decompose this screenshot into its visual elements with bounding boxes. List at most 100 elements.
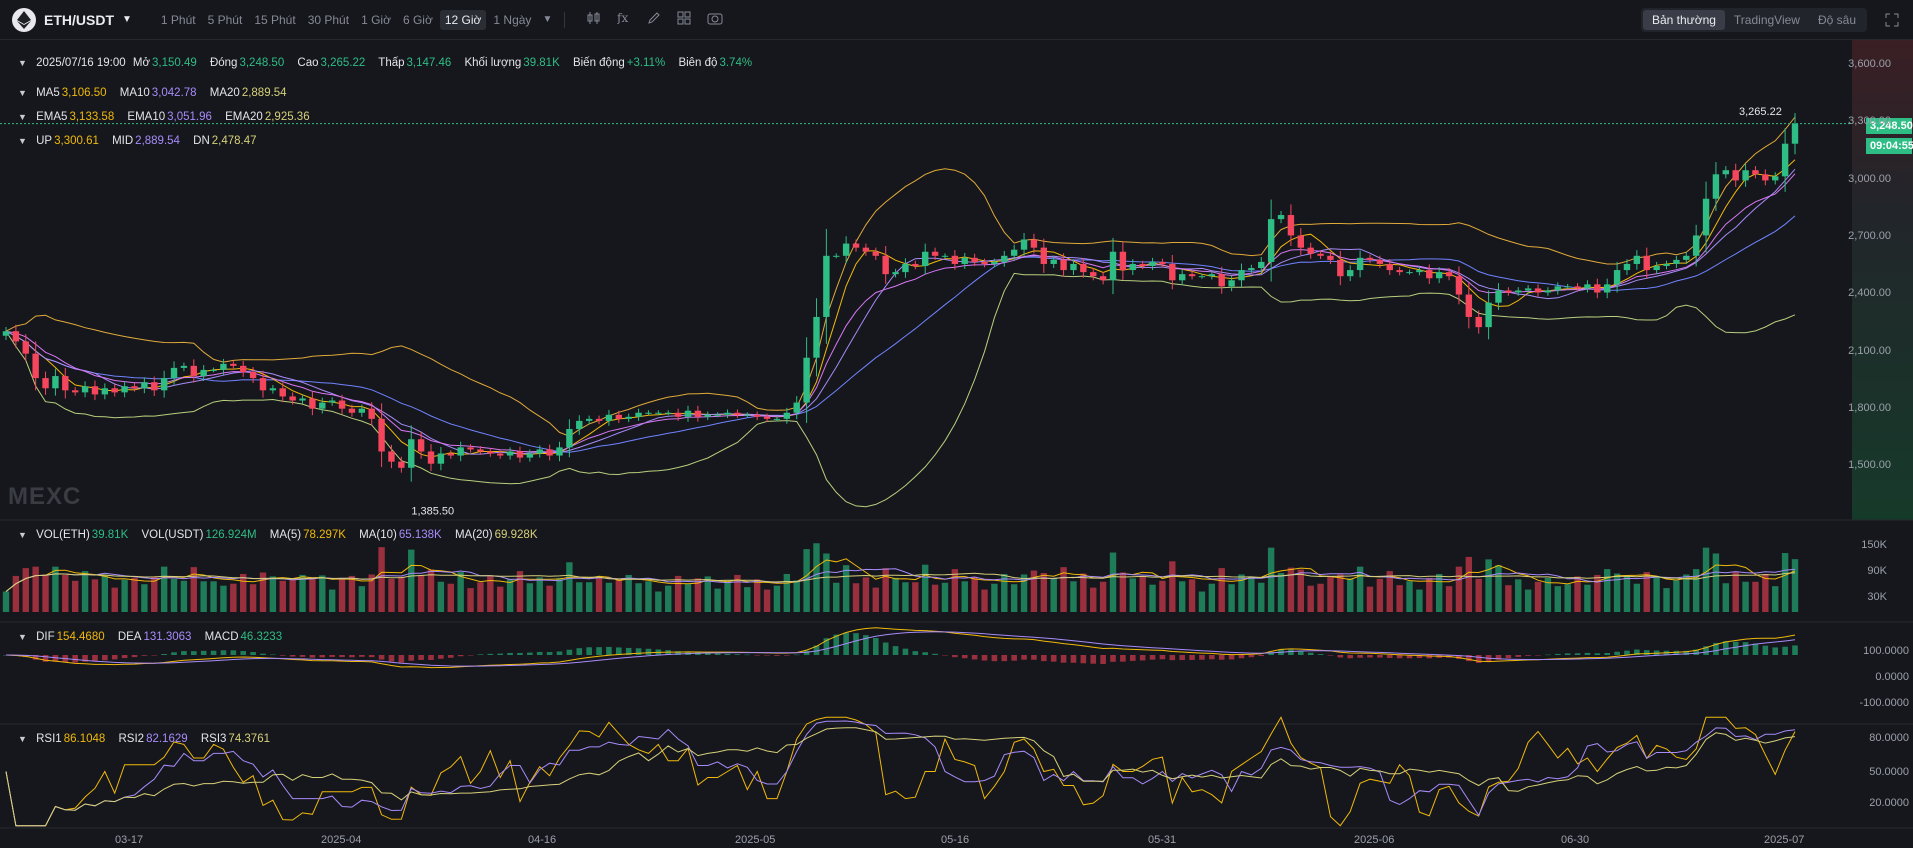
- draw-pencil-icon[interactable]: [647, 11, 661, 28]
- macd-bar: [813, 645, 820, 655]
- candle-body: [170, 367, 178, 379]
- collapse-chevron-icon[interactable]: ▼: [18, 58, 27, 68]
- boll-up-label: UP: [36, 135, 53, 147]
- candle-body: [1099, 276, 1107, 281]
- tab-timeframe-2[interactable]: 15 Phút: [254, 12, 296, 27]
- volume-bar: [477, 582, 484, 612]
- volume-bar: [1129, 578, 1136, 612]
- candle-body: [1752, 170, 1759, 175]
- candle-body: [1485, 302, 1492, 328]
- view-mode-2[interactable]: Độ sâu: [1817, 13, 1856, 27]
- fullscreen-icon[interactable]: [1885, 13, 1899, 30]
- macd-bar: [1327, 655, 1334, 656]
- candle-body: [279, 388, 286, 397]
- macd-bar: [438, 655, 444, 659]
- tab-timeframe-3[interactable]: 30 Phút: [307, 12, 350, 27]
- collapse-chevron-icon[interactable]: ▼: [18, 530, 27, 540]
- macd-bar: [1515, 655, 1522, 657]
- price-axis-label: 3,000.00: [1848, 173, 1891, 185]
- macd-bar: [1713, 642, 1719, 655]
- volume-bar: [388, 578, 395, 612]
- macd-bar: [210, 650, 217, 655]
- candle-body: [724, 412, 731, 415]
- volume-bar: [62, 574, 69, 612]
- vol-info: ▼ VOL(ETH) 39.81K VOL(USDT) 126.924M MA(5)…: [18, 529, 548, 541]
- candle-body: [1129, 263, 1136, 271]
- volume-bar: [506, 578, 514, 612]
- volume-bar: [1692, 569, 1700, 612]
- candle-body: [852, 243, 860, 248]
- view-mode-1[interactable]: TradingView: [1733, 13, 1800, 27]
- time-axis-label: 2025-07: [1764, 834, 1805, 846]
- macd-bar: [793, 654, 800, 656]
- candle-body: [52, 376, 59, 389]
- collapse-chevron-icon[interactable]: ▼: [18, 112, 27, 122]
- time-axis-label: 05-31: [1148, 834, 1177, 846]
- candle-body: [1258, 261, 1265, 269]
- volume-bar: [1702, 547, 1710, 612]
- candle-body: [546, 449, 553, 456]
- pair-selector[interactable]: ETH/USDT: [44, 11, 114, 28]
- candle-body: [131, 386, 138, 389]
- layout-grid-icon[interactable]: [677, 11, 691, 28]
- candle-body: [892, 272, 899, 275]
- candle-body: [734, 412, 741, 415]
- macd-bar: [1723, 641, 1729, 655]
- rsi3-label: RSI3: [200, 733, 227, 745]
- tab-timeframe-4[interactable]: 1 Giờ: [361, 12, 391, 27]
- vol-ma5-label: MA(5): [269, 529, 302, 541]
- volume-bar: [289, 578, 296, 612]
- macd-bar: [487, 653, 494, 655]
- candle-body: [1653, 266, 1660, 271]
- macd-bar: [536, 651, 543, 655]
- boll-dn-value: 2,478.47: [211, 135, 257, 147]
- tab-timeframe-5[interactable]: 6 Giờ: [402, 12, 433, 27]
- volume-bar: [605, 582, 613, 612]
- volume-bar: [1090, 587, 1097, 612]
- volume-bar: [1376, 578, 1384, 612]
- vol-ma5-value: 78.297K: [303, 529, 346, 541]
- function-icon[interactable]: ƒx: [615, 11, 631, 28]
- collapse-chevron-icon[interactable]: ▼: [18, 136, 27, 146]
- candle-body: [842, 243, 850, 256]
- ma20-value: 2,889.54: [241, 87, 287, 99]
- tab-timeframe-1[interactable]: 5 Phút: [207, 12, 243, 27]
- tab-timeframe-7[interactable]: 1 Ngày: [493, 12, 532, 27]
- time-axis-label: 05-16: [941, 834, 970, 846]
- macd-bar: [388, 655, 395, 662]
- macd-bar: [1238, 655, 1245, 659]
- macd-bar: [1732, 641, 1739, 655]
- collapse-chevron-icon[interactable]: ▼: [18, 88, 27, 98]
- volume-bar: [556, 577, 563, 612]
- dif-value: 154.4680: [56, 631, 105, 643]
- tab-timeframe-6[interactable]: 12 Giờ: [439, 9, 487, 30]
- volume-bar: [131, 577, 138, 612]
- macd-bar: [111, 655, 118, 660]
- view-mode-0[interactable]: Bản thường: [1642, 10, 1725, 30]
- candle-body: [793, 402, 800, 413]
- camera-icon[interactable]: [707, 11, 723, 28]
- volume-bar: [714, 588, 721, 612]
- volume-bar: [1623, 575, 1631, 612]
- chart-canvas[interactable]: 3,265.22 1,385.50: [0, 40, 1913, 848]
- indicator-icon[interactable]: [587, 11, 601, 28]
- macd-bar: [774, 655, 780, 656]
- tab-timeframe-0[interactable]: 1 Phút: [160, 12, 196, 27]
- macd-bar: [1752, 643, 1759, 655]
- collapse-chevron-icon[interactable]: ▼: [18, 632, 27, 642]
- macd-bar: [1742, 642, 1749, 655]
- macd-bar: [1426, 655, 1433, 659]
- timeframe-more-chevron-icon[interactable]: ▼: [542, 14, 553, 25]
- collapse-chevron-icon[interactable]: ▼: [18, 734, 27, 744]
- volume-bar: [427, 569, 435, 612]
- macd-bar: [131, 655, 138, 658]
- candle-body: [922, 251, 929, 266]
- macd-bar: [220, 650, 227, 655]
- chevron-down-icon[interactable]: ▼: [122, 14, 132, 25]
- candle-body: [1050, 259, 1057, 264]
- candle-body: [378, 418, 385, 452]
- ma10-label: MA10: [119, 87, 150, 99]
- volume-bar: [52, 566, 59, 612]
- macd-bar: [1189, 655, 1195, 660]
- macd-bar: [1307, 652, 1314, 655]
